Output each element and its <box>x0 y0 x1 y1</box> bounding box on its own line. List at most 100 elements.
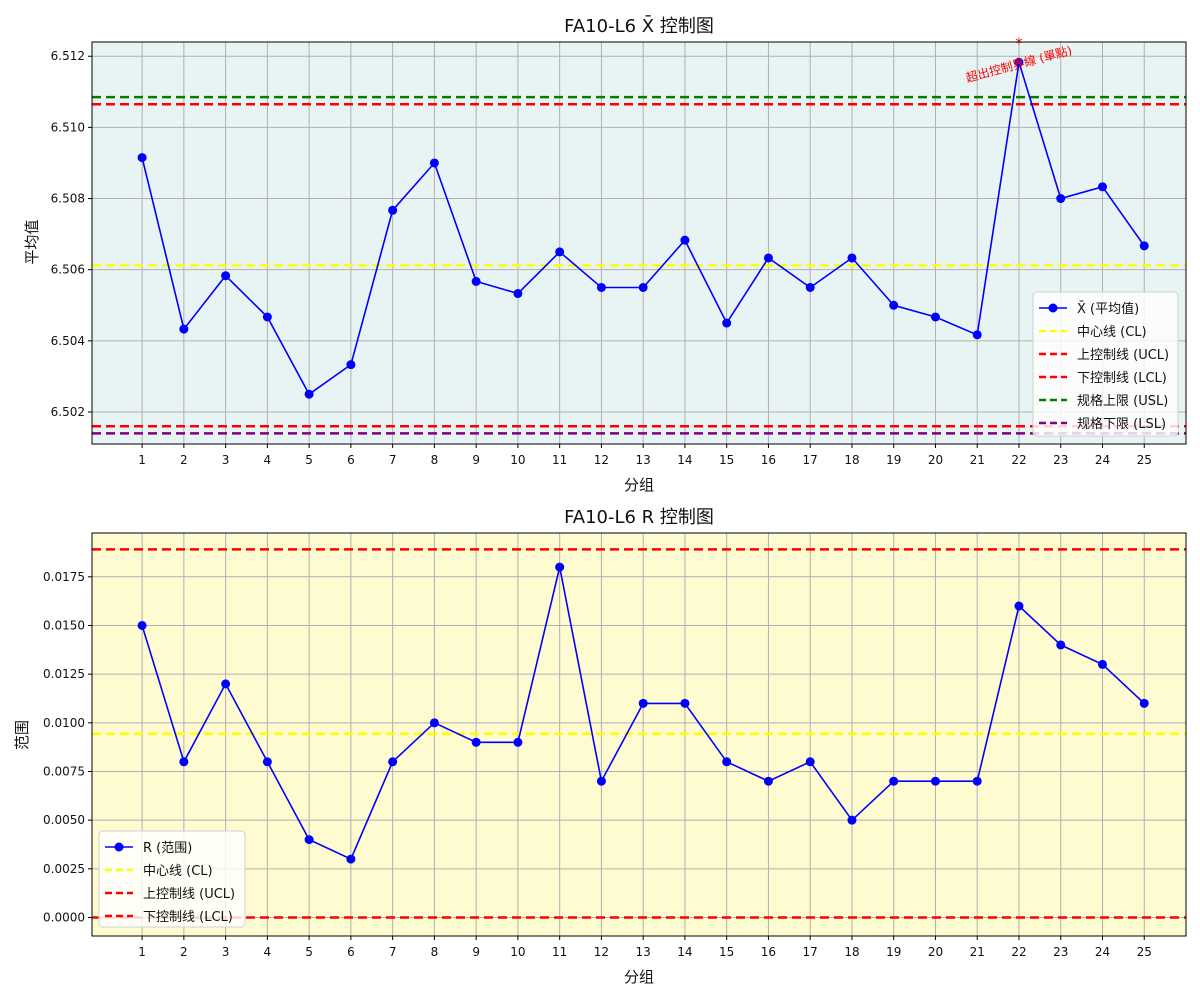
xbar-legend-label: X̄ (平均值) <box>1077 301 1139 317</box>
xbar-x-tick-label: 1 <box>138 453 146 467</box>
range-data-point <box>680 698 690 708</box>
range-data-point <box>179 757 189 767</box>
xbar-y-tick-label: 6.510 <box>51 120 85 134</box>
range-data-point <box>1097 659 1107 669</box>
xbar-data-point <box>262 312 272 322</box>
range-y-tick-label: 0.0000 <box>43 911 85 925</box>
xbar-plot-frame <box>91 41 1187 445</box>
range-y-tick-label: 0.0025 <box>43 862 85 876</box>
xbar-data-point <box>346 360 356 370</box>
xbar-x-tick-label: 9 <box>472 453 480 467</box>
range-y-tick-label: 0.0175 <box>43 570 85 584</box>
xbar-x-tick-label: 15 <box>719 453 734 467</box>
xbar-y-tick-label: 6.506 <box>51 263 85 277</box>
xbar-out-of-control-marker: * <box>1015 34 1023 52</box>
range-y-tick-label: 0.0075 <box>43 764 85 778</box>
range-data-point <box>889 776 899 786</box>
xbar-data-point <box>137 153 147 163</box>
xbar-data-point <box>304 389 314 399</box>
xbar-legend-label: 规格下限 (LSL) <box>1077 416 1166 432</box>
range-x-tick-label: 8 <box>431 945 439 959</box>
range-data-point <box>346 854 356 864</box>
xbar-data-point <box>1056 194 1066 204</box>
range-chart-title: FA10-L6 R 控制图 <box>564 507 714 528</box>
xbar-data-point <box>847 253 857 263</box>
xbar-data-point <box>471 276 481 286</box>
xbar-legend-label: 中心线 (CL) <box>1077 325 1147 340</box>
range-x-tick-label: 2 <box>180 945 188 959</box>
range-legend-label: 下控制线 (LCL) <box>143 910 233 925</box>
range-x-tick-label: 4 <box>264 945 272 959</box>
range-x-tick-label: 17 <box>803 945 818 959</box>
xbar-data-point <box>221 271 231 281</box>
range-chart-panel: FA10-L6 R 控制图 分组 范围 1 2 3 4 5 6 7 8 9 10 11 12 13 14 1… <box>13 507 1187 986</box>
xbar-plot-background <box>92 42 1186 444</box>
range-x-tick-label: 5 <box>305 945 313 959</box>
xbar-legend-label: 下控制线 (LCL) <box>1077 371 1167 386</box>
xbar-x-tick-label: 20 <box>928 453 943 467</box>
range-x-tick-label: 9 <box>472 945 480 959</box>
range-data-point <box>638 698 648 708</box>
xbar-x-tick-label: 7 <box>389 453 397 467</box>
range-x-tick-label: 1 <box>138 945 146 959</box>
range-x-tick-label: 22 <box>1011 945 1026 959</box>
range-data-point <box>805 757 815 767</box>
xbar-x-tick-label: 8 <box>431 453 439 467</box>
range-x-tick-label: 23 <box>1053 945 1068 959</box>
range-data-point <box>304 835 314 845</box>
xbar-chart-y-axis-label: 平均值 <box>23 219 41 264</box>
range-data-point <box>930 776 940 786</box>
range-data-point <box>221 679 231 689</box>
xbar-x-tick-label: 24 <box>1095 453 1110 467</box>
xbar-x-tick-label: 10 <box>510 453 525 467</box>
range-data-point <box>847 815 857 825</box>
xbar-x-tick-label: 11 <box>552 453 567 467</box>
range-chart-plot-area: 1 2 3 4 5 6 7 8 9 10 11 12 13 14 15 16 17 18 19 20 21 22 23 24 2… <box>43 532 1187 959</box>
range-x-tick-label: 6 <box>347 945 355 959</box>
xbar-x-tick-label: 21 <box>970 453 985 467</box>
xbar-data-point <box>680 235 690 245</box>
range-legend-label: 中心线 (CL) <box>143 864 213 879</box>
xbar-data-point <box>805 282 815 292</box>
range-y-tick-label: 0.0150 <box>43 618 85 632</box>
xbar-x-tick-label: 2 <box>180 453 188 467</box>
range-x-tick-label: 12 <box>594 945 609 959</box>
range-data-point <box>137 620 147 630</box>
range-data-point <box>596 776 606 786</box>
range-data-point <box>471 737 481 747</box>
range-data-point <box>429 718 439 728</box>
range-legend-marker <box>114 842 124 852</box>
range-data-point <box>1056 640 1066 650</box>
xbar-data-point <box>722 318 732 328</box>
xbar-chart-plot-area: 1 2 3 4 5 6 7 8 9 10 11 12 13 14 15 16 17 18 19 20 21 22 23 24 2… <box>51 34 1187 467</box>
xbar-legend: X̄ (平均值) 中心线 (CL) 上控制线 (UCL) 下控制线 (LCL) 规格上限… <box>1032 291 1179 437</box>
range-x-tick-label: 3 <box>222 945 230 959</box>
xbar-x-tick-label: 3 <box>222 453 230 467</box>
range-x-tick-label: 18 <box>844 945 859 959</box>
range-x-tick-label: 15 <box>719 945 734 959</box>
range-x-tick-label: 16 <box>761 945 776 959</box>
xbar-x-tick-label: 13 <box>636 453 651 467</box>
range-data-point <box>972 776 982 786</box>
range-plot-frame <box>91 532 1187 937</box>
xbar-data-point <box>429 158 439 168</box>
xbar-data-point <box>1097 182 1107 192</box>
xbar-data-point <box>930 312 940 322</box>
range-x-tick-label: 21 <box>970 945 985 959</box>
xbar-x-tick-label: 16 <box>761 453 776 467</box>
range-legend: R (范围) 中心线 (CL) 上控制线 (UCL) 下控制线 (LCL) <box>98 830 246 928</box>
range-legend-box <box>98 830 246 928</box>
range-data-point <box>763 776 773 786</box>
xbar-x-tick-label: 18 <box>844 453 859 467</box>
xbar-legend-box <box>1032 291 1179 437</box>
xbar-data-point <box>1139 241 1149 251</box>
range-x-tick-label: 20 <box>928 945 943 959</box>
range-legend-label: R (范围) <box>143 841 192 856</box>
xbar-data-point <box>763 253 773 263</box>
range-x-tick-label: 13 <box>636 945 651 959</box>
xbar-x-tick-label: 14 <box>677 453 692 467</box>
xbar-chart-panel: FA10-L6 X̄ 控制图 分组 平均值 1 2 3 4 5 6 7 8 9 10 11 12 13 1… <box>23 15 1187 494</box>
xbar-data-point <box>513 289 523 299</box>
xbar-x-tick-label: 17 <box>803 453 818 467</box>
